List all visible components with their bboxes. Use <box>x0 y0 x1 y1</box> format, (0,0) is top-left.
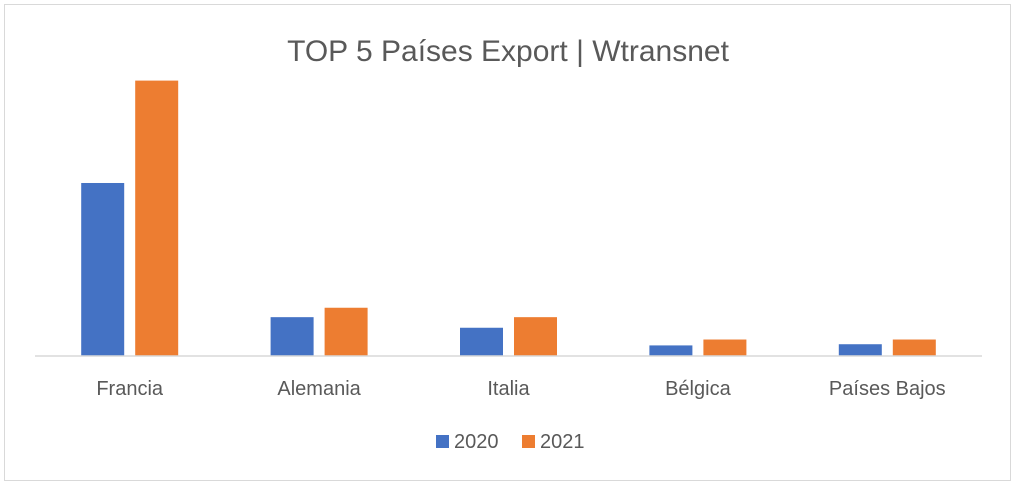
bar-2020-países-bajos <box>838 344 882 356</box>
bar-2020-alemania <box>270 317 314 356</box>
legend-swatch-2020 <box>436 435 449 448</box>
category-labels: Francia Alemania Italia Bélgica Países Bajos <box>96 378 945 400</box>
bars-layer <box>81 80 936 356</box>
legend-swatch-2021 <box>522 435 535 448</box>
bar-chart: TOP 5 Países Export | Wtransnet Francia A… <box>35 35 982 453</box>
chart-frame: TOP 5 Países Export | Wtransnet Francia A… <box>4 4 1011 481</box>
legend-label-2020: 2020 <box>454 431 499 453</box>
category-label: Italia <box>487 378 530 400</box>
bar-2020-francia <box>81 182 125 356</box>
category-label: Francia <box>96 378 164 400</box>
bar-2021-alemania <box>324 307 368 356</box>
bar-2020-bélgica <box>649 345 693 356</box>
category-label: Países Bajos <box>829 378 946 400</box>
legend: 2020 2021 <box>436 431 585 453</box>
legend-label-2021: 2021 <box>540 431 585 453</box>
bar-2021-italia <box>514 317 557 356</box>
bar-2021-francia <box>135 80 179 356</box>
bar-2021-bélgica <box>703 339 747 356</box>
bar-2021-países-bajos <box>892 339 936 356</box>
bar-2020-italia <box>460 327 503 356</box>
chart-title: TOP 5 Países Export | Wtransnet <box>287 35 730 68</box>
category-label: Bélgica <box>665 378 731 400</box>
category-label: Alemania <box>277 378 361 400</box>
